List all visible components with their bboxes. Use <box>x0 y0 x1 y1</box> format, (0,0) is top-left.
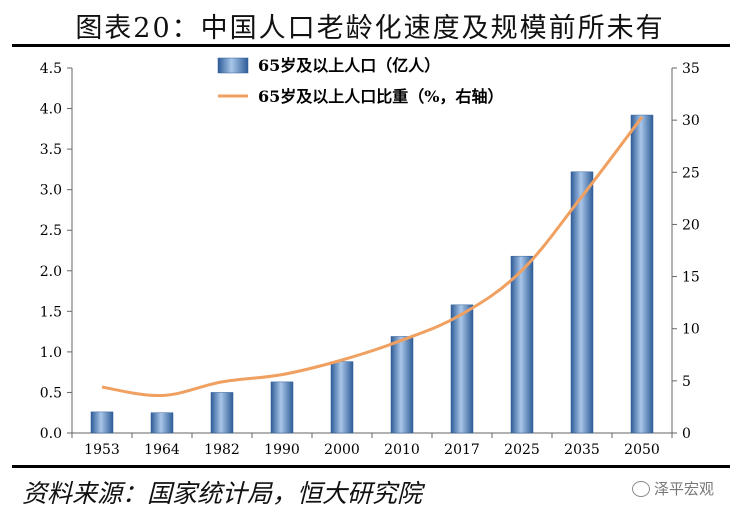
left-tick-label: 4.0 <box>40 102 62 118</box>
x-tick-label: 2050 <box>624 442 660 458</box>
ratio-line <box>101 116 644 397</box>
left-tick-label: 1.5 <box>40 304 62 320</box>
brand-watermark: 泽平宏观 <box>631 478 714 499</box>
x-tick-label: 2010 <box>384 442 420 458</box>
left-tick-label: 1.0 <box>40 345 62 361</box>
bar <box>510 255 534 434</box>
left-tick-label: 0.0 <box>40 426 62 442</box>
left-tick-label: 2.5 <box>40 223 62 239</box>
bar <box>150 412 174 434</box>
right-tick-label: 25 <box>682 165 700 181</box>
x-tick-label: 1990 <box>264 442 300 458</box>
bar <box>630 114 654 434</box>
bar <box>90 411 114 434</box>
bar <box>570 171 594 434</box>
left-tick-label: 2.0 <box>40 264 62 280</box>
combo-chart: 0.00.51.01.52.02.53.03.54.04.50510152025… <box>40 56 700 458</box>
left-tick-label: 4.5 <box>40 61 62 77</box>
right-tick-label: 30 <box>682 113 700 129</box>
x-tick-label: 1953 <box>84 442 120 458</box>
legend-bar-label: 65岁及以上人口（亿人） <box>258 56 440 75</box>
bar <box>390 336 414 434</box>
x-tick-label: 1964 <box>144 442 180 458</box>
right-tick-label: 35 <box>682 61 700 77</box>
title-rule <box>12 44 730 47</box>
brand-label: 泽平宏观 <box>653 480 714 498</box>
x-tick-label: 2017 <box>444 442 480 458</box>
bar <box>210 392 234 434</box>
right-tick-label: 0 <box>682 426 691 442</box>
right-tick-label: 15 <box>682 270 700 286</box>
bar <box>270 381 294 434</box>
right-tick-label: 5 <box>682 374 691 390</box>
wechat-icon <box>631 480 650 497</box>
footer-rule <box>12 465 730 468</box>
bar <box>330 361 354 434</box>
legend-line-label: 65岁及以上人口比重（%，右轴） <box>258 87 503 106</box>
x-tick-label: 2035 <box>564 442 600 458</box>
x-tick-label: 2025 <box>504 442 540 458</box>
left-tick-label: 3.0 <box>40 183 62 199</box>
source-note: 资料来源：国家统计局，恒大研究院 <box>22 479 423 508</box>
bar <box>450 304 474 434</box>
x-tick-label: 2000 <box>324 442 360 458</box>
left-tick-label: 3.5 <box>40 142 62 158</box>
right-tick-label: 20 <box>682 217 700 233</box>
chart-title: 图表20：中国人口老龄化速度及规模前所未有 <box>75 13 665 44</box>
left-tick-label: 0.5 <box>40 385 62 401</box>
legend-bar-swatch <box>217 57 249 74</box>
x-tick-label: 1982 <box>204 442 240 458</box>
right-tick-label: 10 <box>682 322 700 338</box>
